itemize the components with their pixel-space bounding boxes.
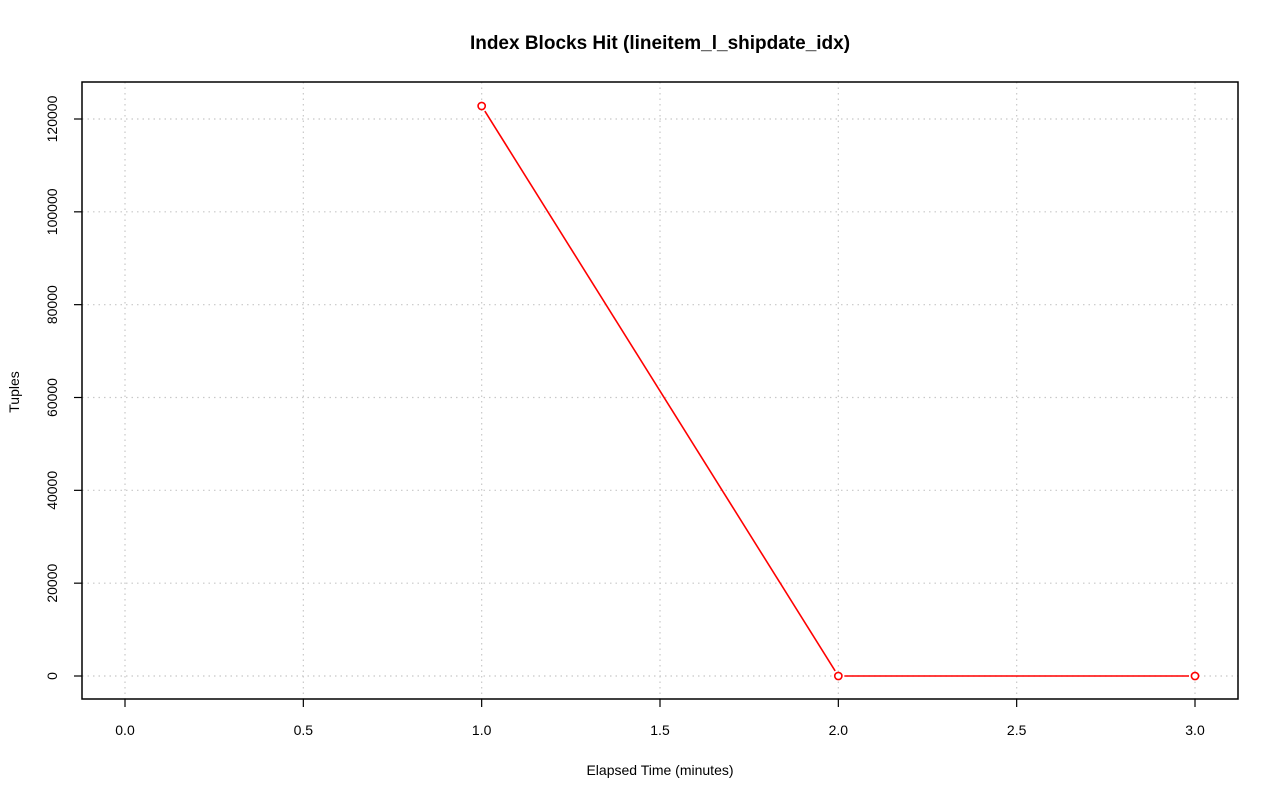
x-tick-label: 0.5 bbox=[294, 722, 314, 738]
y-tick-label: 0 bbox=[44, 672, 60, 680]
y-tick-label: 80000 bbox=[44, 285, 60, 324]
x-axis-label: Elapsed Time (minutes) bbox=[586, 762, 733, 778]
y-tick-label: 20000 bbox=[44, 563, 60, 602]
series bbox=[477, 101, 1200, 681]
data-point bbox=[477, 101, 487, 111]
y-axis: 0 20000 40000 60000 80000 100000 120000 bbox=[44, 95, 82, 680]
series-line-segment bbox=[484, 110, 836, 672]
y-tick-label: 60000 bbox=[44, 378, 60, 417]
y-tick-label: 40000 bbox=[44, 471, 60, 510]
chart-title: Index Blocks Hit (lineitem_l_shipdate_id… bbox=[470, 33, 850, 54]
y-axis-label: Tuples bbox=[6, 371, 22, 413]
x-tick-label: 1.5 bbox=[650, 722, 670, 738]
x-axis: 0.0 0.5 1.0 1.5 2.0 2.5 3.0 bbox=[115, 699, 1205, 738]
data-point bbox=[833, 671, 843, 681]
x-tick-label: 2.0 bbox=[829, 722, 849, 738]
x-tick-label: 0.0 bbox=[115, 722, 135, 738]
x-tick-label: 2.5 bbox=[1007, 722, 1027, 738]
x-tick-label: 3.0 bbox=[1185, 722, 1205, 738]
x-tick-label: 1.0 bbox=[472, 722, 492, 738]
y-tick-label: 120000 bbox=[44, 95, 60, 142]
data-point bbox=[1190, 671, 1200, 681]
y-tick-label: 100000 bbox=[44, 188, 60, 235]
